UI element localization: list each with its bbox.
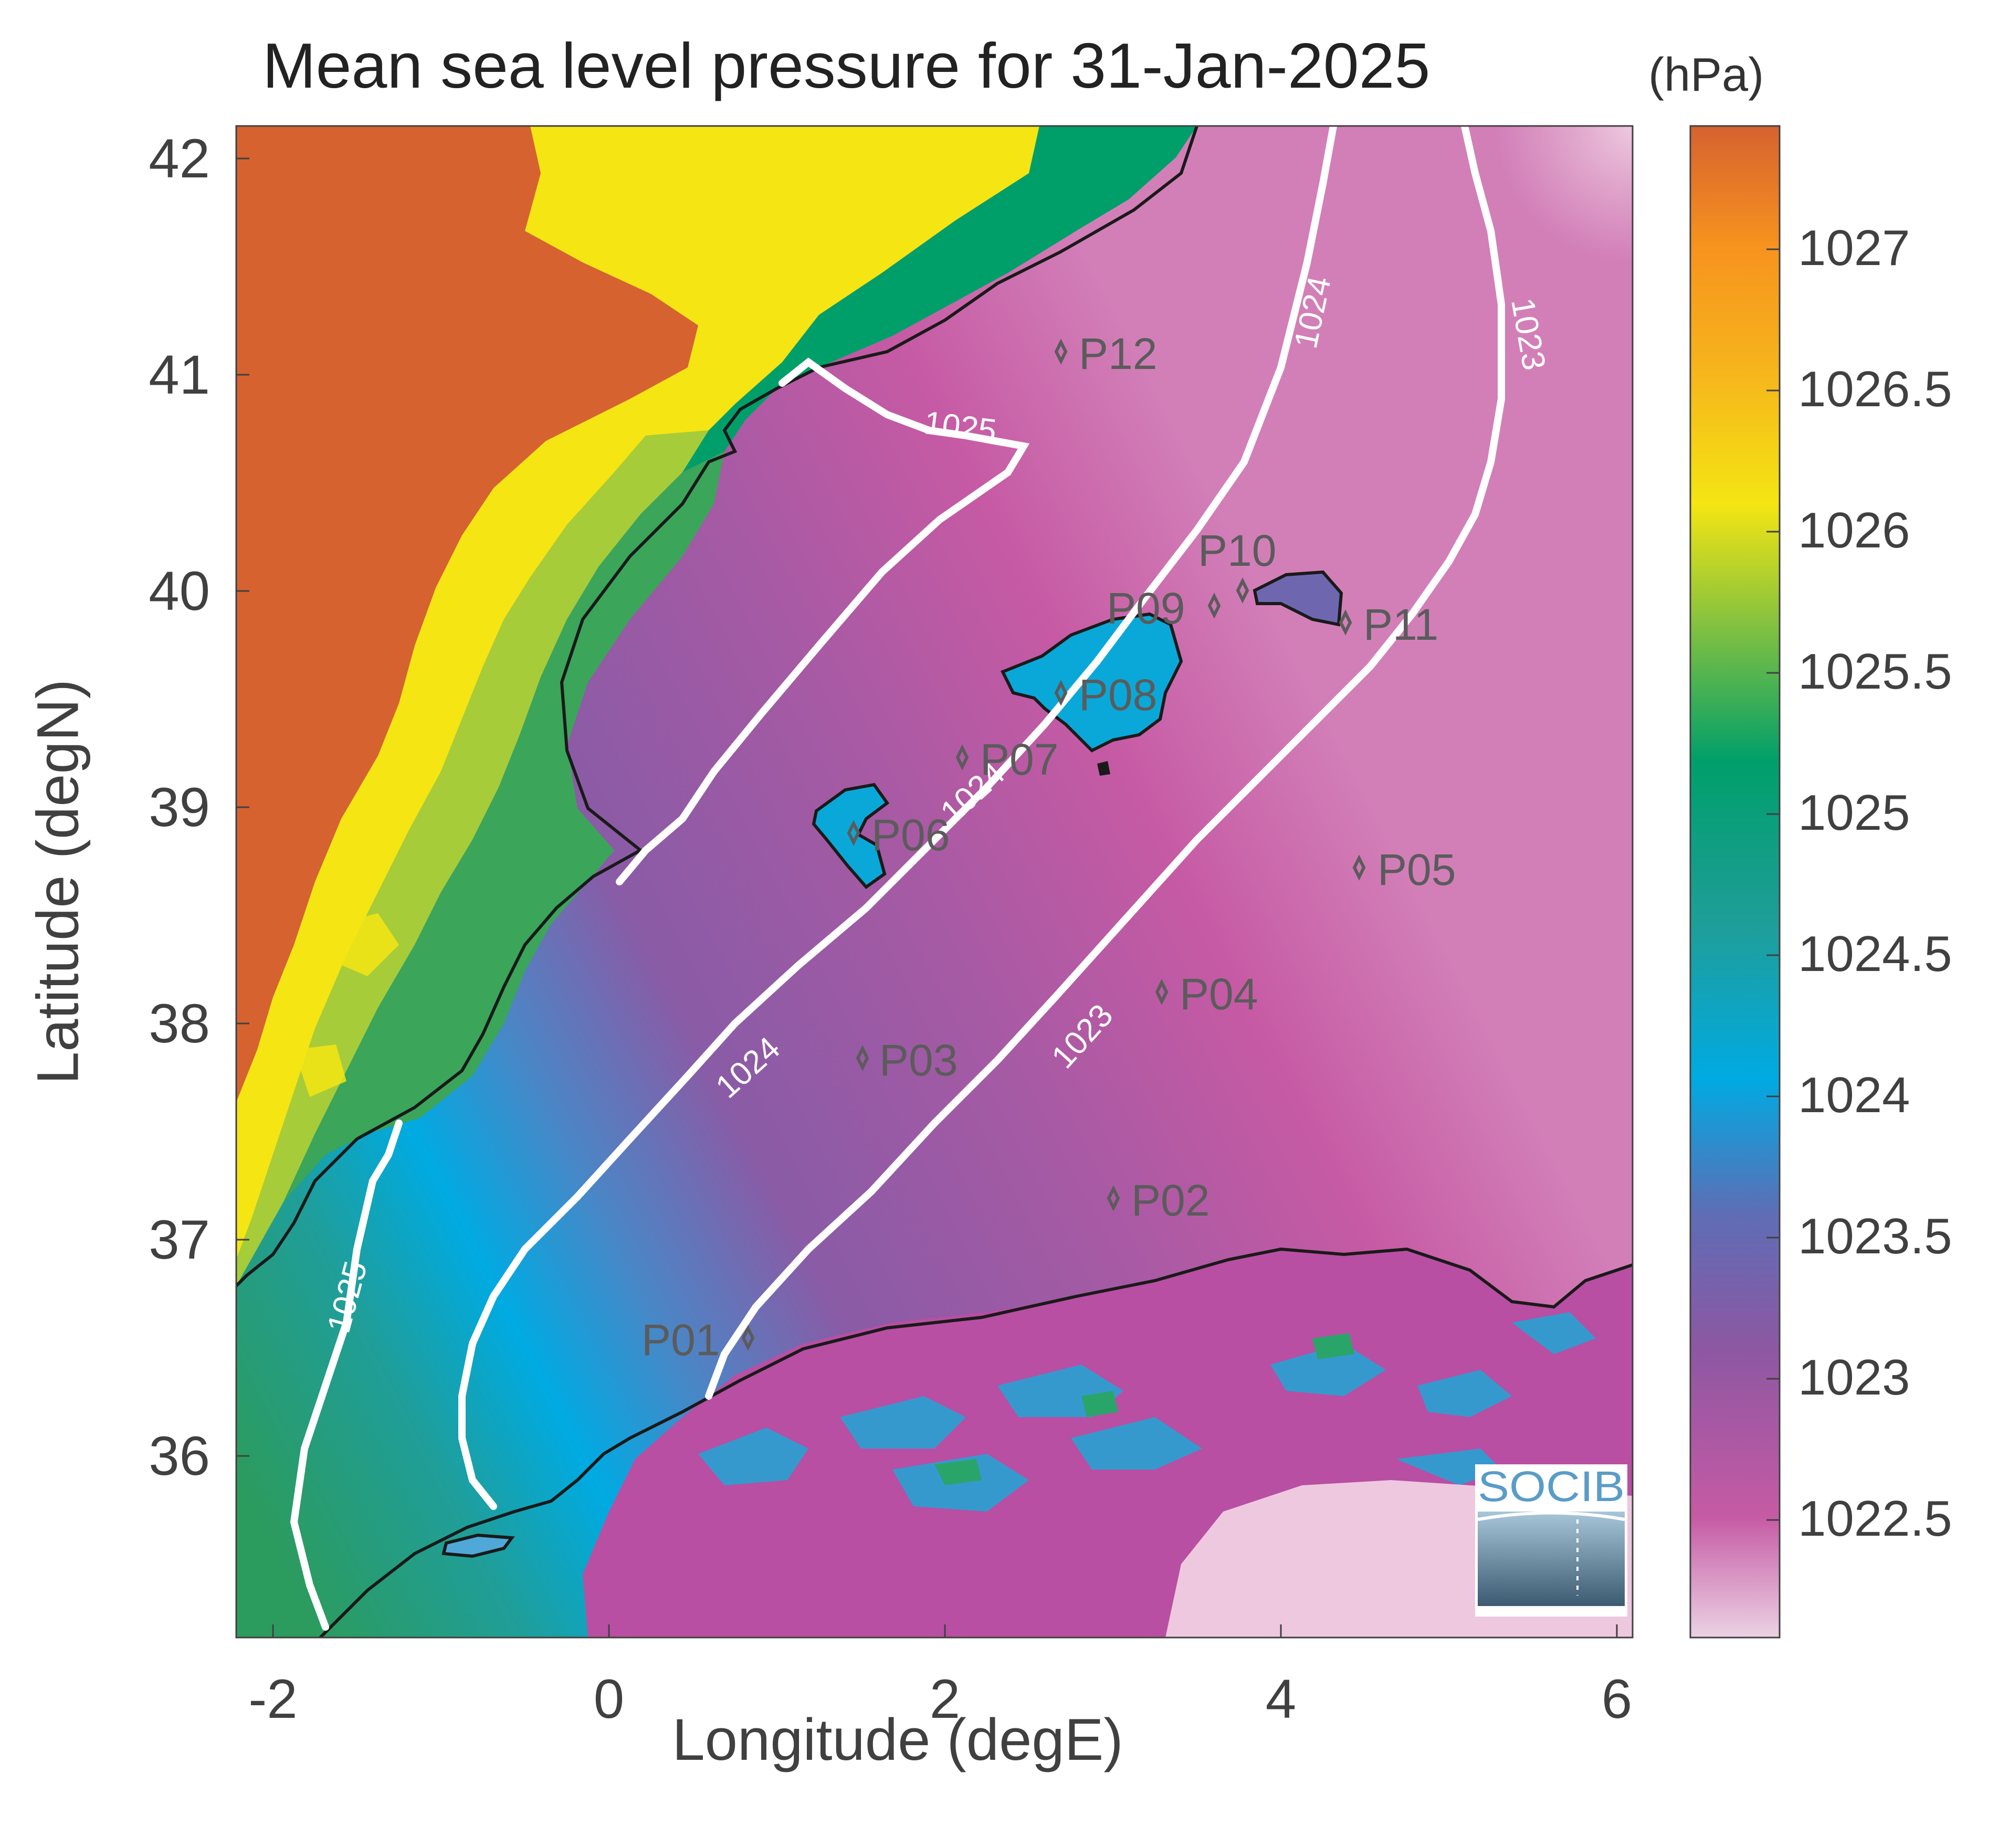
y-tick-label: 40 — [149, 561, 210, 622]
isobar-1025-south — [290, 1120, 403, 1631]
station-label-p04: P04 — [1180, 969, 1258, 1019]
station-label-p01: P01 — [641, 1315, 720, 1365]
station-label-p03: P03 — [879, 1036, 958, 1085]
station-marker-p03 — [856, 1045, 869, 1071]
y-tick-label: 39 — [149, 777, 210, 838]
station-label-p07: P07 — [980, 735, 1058, 784]
x-axis-label: Longitude (degE) — [672, 1707, 1123, 1772]
x-tick-label: 0 — [593, 1669, 625, 1730]
station-label-p05: P05 — [1377, 845, 1456, 894]
station-label-p09: P09 — [1107, 584, 1185, 633]
stations — [741, 339, 1366, 1351]
x-tick-label: 4 — [1265, 1669, 1297, 1730]
land-africa-cyan-patches — [698, 1312, 1596, 1512]
map-title: Mean sea level pressure for 31-Jan-2025 — [262, 30, 1431, 101]
station-label-p02: P02 — [1131, 1176, 1209, 1225]
station-marker-p04 — [1155, 979, 1169, 1005]
socib-logo: SOCIB — [1475, 1463, 1627, 1617]
plot-frame — [235, 125, 1634, 1639]
colorbar-tick-label: 1023 — [1798, 1349, 1910, 1406]
colorbar — [1690, 126, 1780, 1638]
colorbar-unit: (hPa) — [1648, 49, 1764, 101]
island-mallorca — [1000, 612, 1183, 753]
station-marker-p10 — [1236, 577, 1249, 604]
colorbar-tick-label: 1025.5 — [1798, 643, 1952, 700]
station-label-p10: P10 — [1198, 526, 1276, 575]
island-alboran — [441, 1533, 515, 1558]
x-tick-label: 6 — [1601, 1669, 1633, 1730]
station-marker-p07 — [955, 744, 969, 770]
colorbar-frame — [1689, 125, 1781, 1639]
x-tick-label: -2 — [248, 1669, 298, 1730]
land-iberia-green — [682, 126, 1197, 472]
colorbar-tick-label: 1026.5 — [1798, 361, 1952, 417]
land-africa-green-patches — [934, 1333, 1354, 1485]
colorbar-tick-label: 1024.5 — [1798, 926, 1952, 982]
land-iberia-green-south — [283, 451, 724, 1202]
coastline-africa — [319, 1247, 1633, 1638]
y-tick-label: 37 — [149, 1209, 210, 1271]
y-tick-label: 41 — [149, 344, 210, 406]
colorbar-tick-label: 1024 — [1798, 1067, 1910, 1123]
y-tick-label: 36 — [149, 1425, 210, 1487]
x-tick-label: 2 — [929, 1669, 961, 1730]
y-tick-label: 42 — [149, 128, 210, 189]
contour-label-1025-north: 1025 — [922, 405, 998, 449]
axis-tick-marks — [236, 157, 1618, 1638]
isobar-1024 — [458, 126, 1337, 1510]
colorbar-tick-label: 1025 — [1798, 785, 1910, 841]
y-tick-label: 38 — [149, 993, 210, 1054]
isobar-1025-north — [616, 357, 1030, 885]
island-menorca — [1253, 570, 1343, 627]
colorbar-tick-label: 1026 — [1798, 502, 1910, 558]
colorbar-tick-marks — [1766, 248, 1780, 1521]
socib-logo-text: SOCIB — [1478, 1463, 1625, 1511]
land-iberia-orange — [236, 126, 698, 1102]
y-axis-label: Latitude (degN) — [25, 679, 91, 1085]
station-labels: P01 P02 P03 P04 P05 P06 P07 P08 P09 P10 … — [641, 329, 1456, 1365]
colorbar-tick-label: 1022.5 — [1798, 1491, 1952, 1547]
station-label-p12: P12 — [1079, 329, 1157, 378]
station-marker-p05 — [1352, 854, 1366, 881]
colorbar-tick-label: 1023.5 — [1798, 1208, 1952, 1264]
station-marker-p09 — [1207, 593, 1221, 619]
station-marker-p12 — [1054, 339, 1068, 365]
land-iberia-yellowgreen — [236, 430, 709, 1286]
station-marker-p02 — [1107, 1185, 1120, 1211]
isobar-1023 — [705, 126, 1505, 1400]
station-marker-p06 — [847, 820, 860, 846]
station-marker-p01 — [741, 1325, 755, 1351]
station-marker-p11 — [1339, 609, 1352, 636]
island-cabrera — [1097, 761, 1110, 776]
station-label-p08: P08 — [1079, 670, 1157, 720]
station-label-p11: P11 — [1363, 600, 1438, 649]
station-marker-p08 — [1054, 680, 1068, 706]
station-label-p06: P06 — [871, 810, 950, 860]
colorbar-tick-label: 1027 — [1798, 220, 1910, 276]
coastline-iberia — [236, 126, 1198, 1287]
